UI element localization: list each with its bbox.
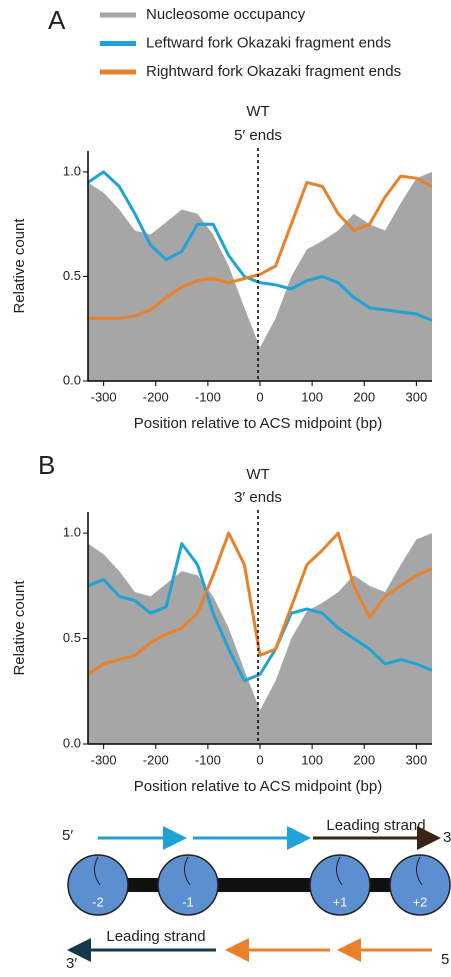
x-tick-label: -100 bbox=[195, 389, 221, 404]
x-tick-label: -300 bbox=[91, 752, 117, 767]
line bbox=[88, 174, 432, 320]
y-tick-label: 0.5 bbox=[63, 268, 81, 283]
x-tick-label: -300 bbox=[91, 389, 117, 404]
line bbox=[88, 531, 432, 676]
y-axis-label: Relative count bbox=[11, 580, 28, 676]
x-tick-label: -200 bbox=[143, 752, 169, 767]
nucleosome: -2 bbox=[67, 854, 129, 916]
area bbox=[88, 533, 432, 744]
legend-label: Nucleosome occupancy bbox=[146, 6, 306, 23]
y-axis-label: Relative count bbox=[11, 218, 28, 314]
strand-end: 5′ bbox=[62, 827, 73, 844]
x-tick-label: 200 bbox=[353, 752, 375, 767]
x-tick-label: 100 bbox=[301, 752, 323, 767]
y-tick-label: 1.0 bbox=[63, 525, 81, 540]
y-tick-label: 1.0 bbox=[63, 163, 81, 178]
nucleosome-label: +2 bbox=[413, 894, 428, 909]
x-tick-label: 0 bbox=[256, 752, 263, 767]
panel-label: B bbox=[38, 450, 55, 480]
strand-end: 3 bbox=[443, 829, 451, 846]
legend: Nucleosome occupancy Leftward fork Okazak… bbox=[100, 6, 401, 80]
annotation: WT bbox=[246, 103, 269, 120]
y-tick-label: 0.0 bbox=[63, 735, 81, 750]
y-tick-label: 0.5 bbox=[63, 630, 81, 645]
x-tick-label: 200 bbox=[353, 389, 375, 404]
strand-label: Leading strand bbox=[106, 928, 205, 945]
x-tick-label: 300 bbox=[406, 752, 428, 767]
strand-end: 3′ bbox=[66, 955, 77, 972]
x-tick-label: 300 bbox=[406, 389, 428, 404]
nucleosome-label: -2 bbox=[92, 894, 104, 909]
panel-label: A bbox=[48, 5, 66, 35]
dna bbox=[98, 878, 422, 892]
x-axis-label: Position relative to ACS midpoint (bp) bbox=[134, 778, 382, 795]
y-tick-label: 0.0 bbox=[63, 372, 81, 387]
strand-label: Leading strand bbox=[326, 817, 425, 834]
nucleosome: +1 bbox=[309, 854, 371, 916]
legend-label: Rightward fork Okazaki fragment ends bbox=[146, 63, 401, 80]
nucleosome-label: +1 bbox=[333, 894, 348, 909]
x-tick-label: 0 bbox=[256, 389, 263, 404]
x-axis-label: Position relative to ACS midpoint (bp) bbox=[134, 415, 382, 432]
x-tick-label: 100 bbox=[301, 389, 323, 404]
nucleosome: -1 bbox=[157, 854, 219, 916]
annotation: 5′ ends bbox=[234, 127, 282, 144]
line bbox=[88, 542, 432, 683]
nucleosome-label: -1 bbox=[182, 894, 194, 909]
nucleosome: +2 bbox=[389, 854, 451, 916]
legend-label: Leftward fork Okazaki fragment ends bbox=[146, 34, 391, 51]
annotation: 3′ ends bbox=[234, 489, 282, 506]
line bbox=[88, 170, 432, 322]
annotation: WT bbox=[246, 466, 269, 483]
strand-end: 5 bbox=[441, 951, 449, 968]
x-tick-label: -100 bbox=[195, 752, 221, 767]
x-tick-label: -200 bbox=[143, 389, 169, 404]
charts: 0.0 0.5 1.0 -300 -200 -100 0 100 200 300 0.0 0.5 1.0… bbox=[63, 151, 432, 767]
